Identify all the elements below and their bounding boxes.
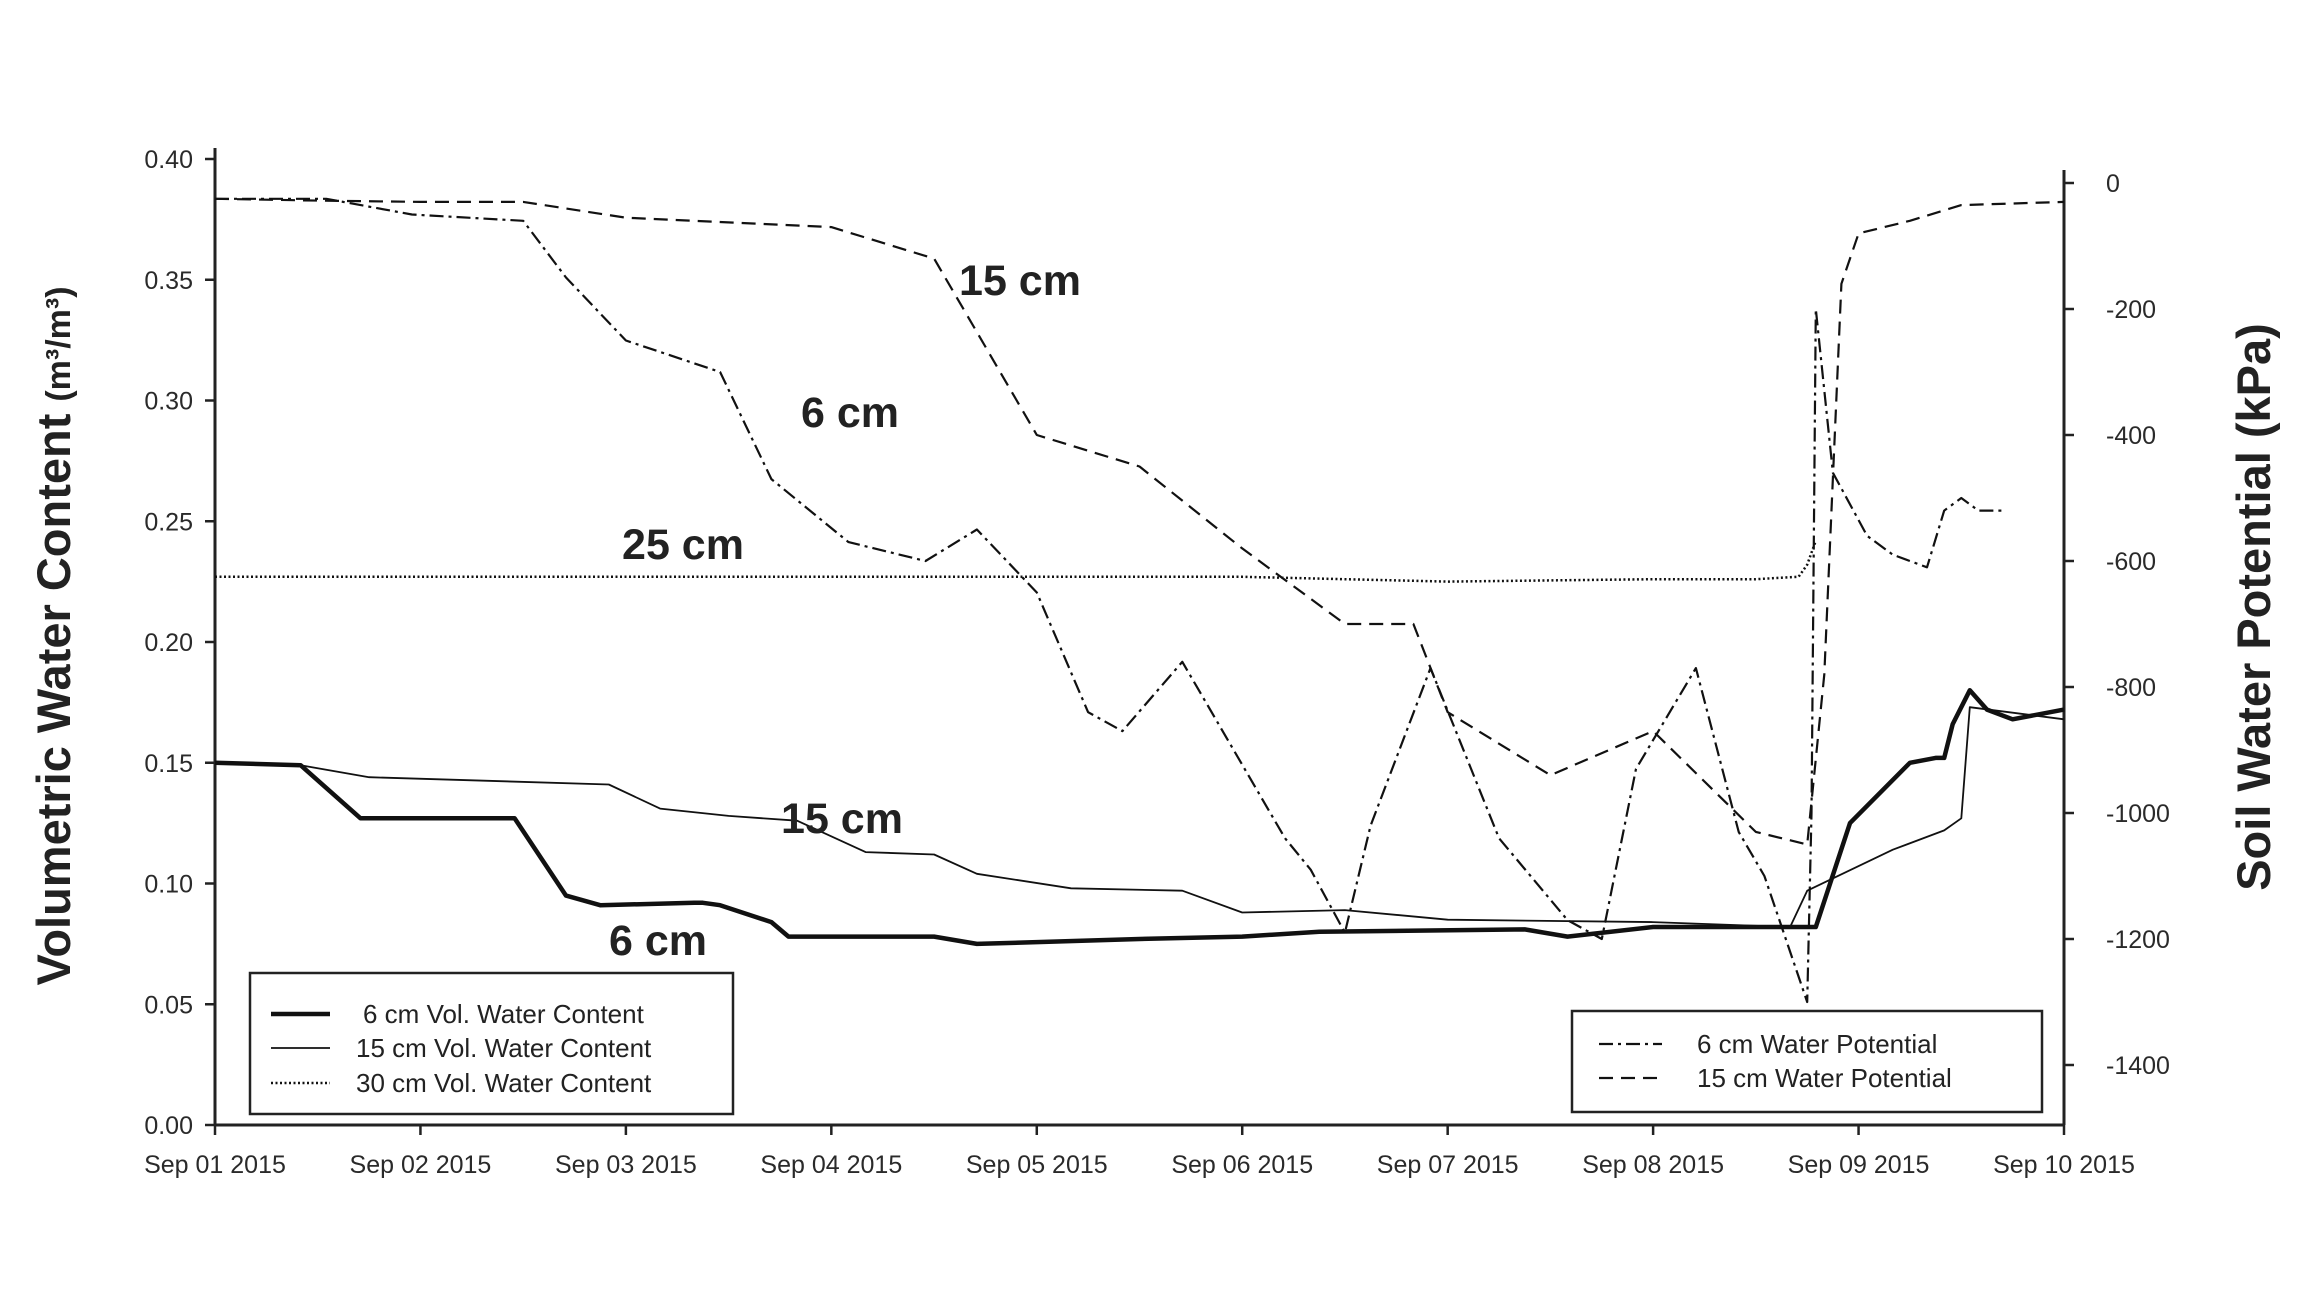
- axes: [213, 148, 2066, 1127]
- y2-tick-label: 0: [2106, 170, 2120, 198]
- x-tick-label: Sep 02 2015: [350, 1151, 492, 1179]
- series-line-6-cm-vol-water-content: [214, 688, 2065, 947]
- annotation-6cm-content: 6 cm: [609, 917, 707, 965]
- y2-tick-label: -200: [2106, 296, 2156, 324]
- y-tick-label: 0.10: [144, 871, 193, 899]
- ticks-layer: Sep 01 2015 Sep 02 2015 Sep 03 2015 Sep 04 …: [144, 146, 2170, 1179]
- y-tick-label: 0.40: [144, 146, 193, 174]
- y-tick-label: 0.20: [144, 629, 193, 657]
- series-layer: [214, 197, 2065, 1004]
- y-tick-label: 0.15: [144, 750, 193, 778]
- annotation-15cm-potential: 15 cm: [959, 257, 1081, 305]
- legend-right: 6 cm Water Potential 15 cm Water Potenti…: [1570, 1009, 2044, 1114]
- legend-left-label-6cm: 6 cm Vol. Water Content: [363, 999, 645, 1029]
- y2-axis-title: Soil Water Potential (kPa): [2227, 323, 2280, 891]
- legend-left: 6 cm Vol. Water Content 15 cm Vol. Water…: [248, 971, 735, 1116]
- legend-right-label-15cm: 15 cm Water Potential: [1697, 1063, 1952, 1093]
- x-tick-label: Sep 06 2015: [1171, 1151, 1313, 1179]
- series-line-6-cm-water-potential: [215, 197, 2005, 1004]
- x-tick-label: Sep 03 2015: [555, 1151, 697, 1179]
- annotation-25cm-content: 25 cm: [622, 521, 744, 569]
- series-line-15-cm-water-potential: [214, 197, 2065, 846]
- legend-left-label-30cm: 30 cm Vol. Water Content: [356, 1068, 652, 1098]
- y2-tick-label: -800: [2106, 674, 2156, 702]
- legend-left-label-15cm: 15 cm Vol. Water Content: [356, 1033, 652, 1063]
- legend-right-box: [1570, 1009, 2044, 1114]
- annotation-6cm-potential: 6 cm: [801, 389, 899, 437]
- y2-tick-label: -1200: [2106, 926, 2170, 954]
- x-tick-label: Sep 08 2015: [1582, 1151, 1724, 1179]
- x-tick-label: Sep 05 2015: [966, 1151, 1108, 1179]
- x-tick-label: Sep 01 2015: [144, 1151, 286, 1179]
- y-tick-label: 0.30: [144, 388, 193, 416]
- y-axis-title: Volumetric Water Content (m³/m³): [27, 286, 80, 985]
- x-tick-label: Sep 10 2015: [1993, 1151, 2135, 1179]
- y2-tick-label: -400: [2106, 422, 2156, 450]
- x-tick-label: Sep 09 2015: [1788, 1151, 1930, 1179]
- y2-tick-label: -600: [2106, 548, 2156, 576]
- x-tick-label: Sep 04 2015: [760, 1151, 902, 1179]
- y-tick-label: 0.00: [144, 1112, 193, 1140]
- series-line-30-cm-vol-water-content: [215, 540, 1817, 583]
- annotation-15cm-content: 15 cm: [781, 795, 903, 843]
- y2-tick-label: -1000: [2106, 800, 2170, 828]
- y-axis-title-unit: (m³/m³): [40, 286, 78, 401]
- series-line-15-cm-vol-water-content: [214, 706, 2065, 928]
- legend-right-label-6cm: 6 cm Water Potential: [1697, 1029, 1937, 1059]
- y-axis-title-main: Volumetric Water Content: [27, 413, 80, 985]
- y-tick-label: 0.25: [144, 508, 193, 536]
- y-tick-label: 0.35: [144, 267, 193, 295]
- x-tick-label: Sep 07 2015: [1377, 1151, 1519, 1179]
- legend-left-box: [248, 971, 735, 1116]
- y2-tick-label: -1400: [2106, 1052, 2170, 1080]
- y-tick-label: 0.05: [144, 991, 193, 1019]
